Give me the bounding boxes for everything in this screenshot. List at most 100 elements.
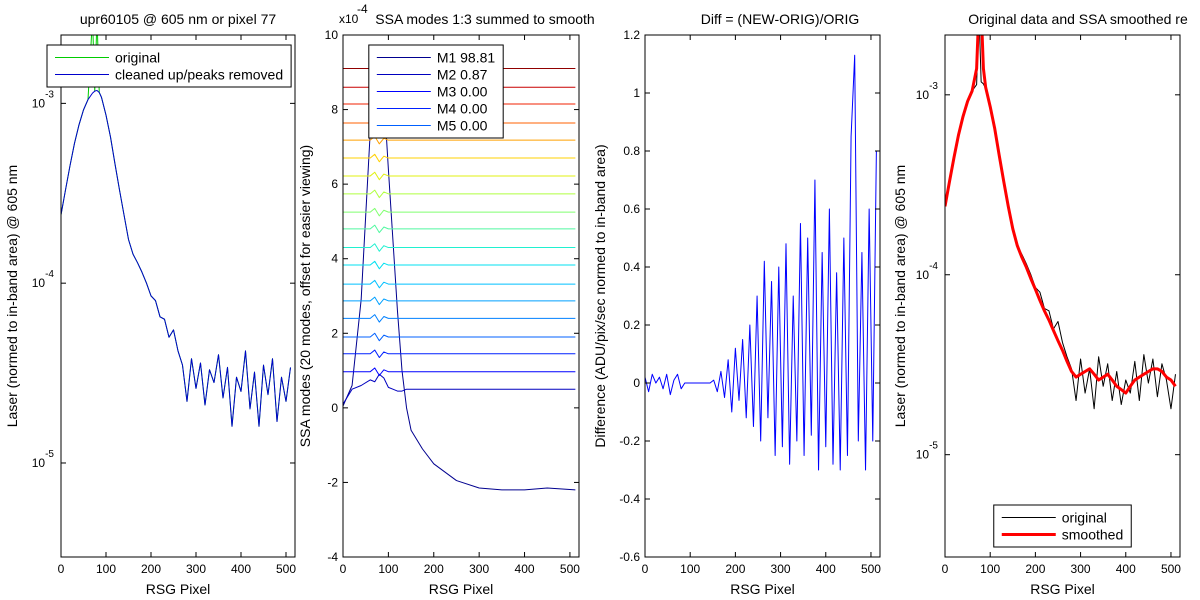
data-line [343,332,576,342]
axes-background [645,35,880,557]
data-line [343,349,576,359]
axes-box [60,34,296,558]
x-tick-label: 500 [276,562,296,576]
data-line [343,373,576,405]
y-tick-label: 0.2 [623,318,640,332]
chart-title: SSA modes 1:3 summed to smooth [375,11,594,27]
x-tick-label: 200 [1025,562,1045,576]
x-tick-label: 0 [942,562,949,576]
y-tick-label: 0.8 [623,144,640,158]
x-tick-label: 300 [469,562,489,576]
x-tick-label: 0 [642,562,649,576]
x-tick-label: 500 [1161,562,1181,576]
data-line [945,35,1176,410]
x-tick-label: 200 [141,562,161,576]
data-line [343,189,576,199]
data-line [343,260,576,270]
legend-box [46,44,292,88]
data-line [645,54,877,471]
x-tick-label: 400 [816,562,836,576]
data-line [945,35,1177,395]
y-tick-label: 6 [331,177,338,191]
x-tick-label: 500 [861,562,881,576]
x-tick-label: 300 [1071,562,1091,576]
data-line [343,296,576,306]
data-line [343,207,576,217]
legend-label: smoothed [1062,527,1123,543]
legend-label: original [1062,510,1107,526]
y-multiplier: -4 [357,2,368,16]
y-tick-label: 1.2 [623,28,640,42]
legend-label: M1 98.81 [437,50,496,66]
x-tick-label: 400 [515,562,535,576]
y-tick-label: 0.6 [623,202,640,216]
y-tick-label: 0 [331,401,338,415]
chart-title: Original data and SSA smoothed re [968,11,1188,27]
x-tick-label: 0 [58,562,65,576]
legend-label: M2 0.87 [437,67,488,83]
data-line [343,135,576,145]
plot-area [945,35,1177,410]
x-tick-label: 100 [96,562,116,576]
y-tick-label: 1 [633,86,640,100]
y-axis-label: Laser (normed to in-band area) @ 605 nm [892,165,908,427]
data-line [343,243,576,252]
axes-box [342,34,580,558]
data-line [61,89,291,427]
legend-label: M4 0.00 [437,101,488,117]
y-tick-label: 10-3 [916,81,939,102]
data-line [343,279,576,289]
data-line [343,153,576,163]
axes-box [644,34,881,558]
y-multiplier: x10 [339,12,359,26]
axes-box [944,34,1181,558]
y-tick-label: 0.4 [623,260,640,274]
plot-area [61,35,291,427]
legend-label: original [115,50,160,66]
data-line [343,171,576,181]
legend-box [993,504,1132,548]
x-axis-label: RSG Pixel [730,581,795,597]
y-tick-label: 10-5 [32,449,55,470]
data-line [343,314,576,323]
x-tick-label: 400 [231,562,251,576]
y-tick-label: 8 [331,103,338,117]
y-tick-label: 4 [331,252,338,266]
axes-background [945,35,1180,557]
legend-label: cleaned up/peaks removed [115,67,283,83]
panel: 0 100 200 300 400 500 -0.6 -0.4 -0.2 0 0.2 0.4 0.6 0.… [592,11,881,597]
y-tick-label: -0.4 [619,492,640,506]
y-tick-label: 10-5 [916,441,939,462]
y-axis-label: Difference (ADU/pix/sec normed to in-ban… [592,144,608,447]
data-line [343,224,576,234]
y-tick-label: 10-4 [916,261,939,282]
legend-label: M5 0.00 [437,118,488,134]
panel: 0 100 200 300 400 500 10-5 10-4 10-3 upr60105 @ 6… [4,11,296,597]
y-tick-label: 10-4 [32,269,55,290]
x-tick-label: 100 [378,562,398,576]
x-tick-label: 300 [771,562,791,576]
x-tick-label: 100 [980,562,1000,576]
plot-area [645,54,877,471]
y-tick-label: -4 [327,550,338,564]
x-tick-label: 500 [560,562,580,576]
x-axis-label: RSG Pixel [1030,581,1095,597]
x-tick-label: 300 [186,562,206,576]
y-tick-label: 0 [633,376,640,390]
x-tick-label: 400 [1116,562,1136,576]
chart-title: Diff = (NEW-ORIG)/ORIG [701,11,860,27]
x-axis-label: RSG Pixel [429,581,494,597]
x-axis-label: RSG Pixel [146,581,211,597]
chart-title: upr60105 @ 605 nm or pixel 77 [80,11,277,27]
x-tick-label: 100 [680,562,700,576]
y-tick-label: 2 [331,326,338,340]
y-tick-label: 10-3 [32,89,55,110]
y-tick-label: -0.2 [619,434,640,448]
data-line [343,367,576,376]
